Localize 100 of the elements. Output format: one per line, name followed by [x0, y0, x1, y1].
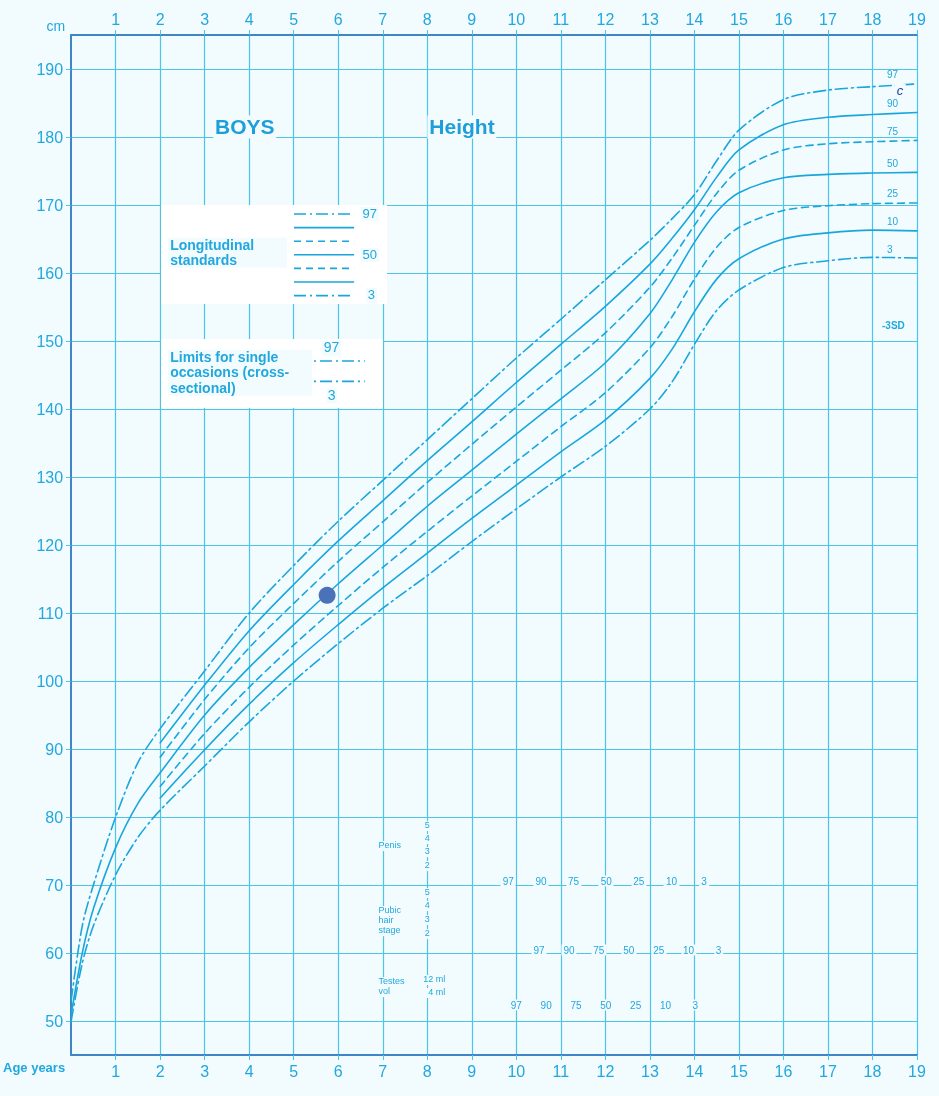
x-axis-title: Age years: [2, 1060, 66, 1075]
x2-tick-label: 11: [552, 10, 570, 28]
annotation: c: [894, 83, 906, 99]
y-tick-label: 130: [36, 468, 64, 486]
annotation: 3: [325, 387, 338, 404]
y-tick-label: 70: [45, 876, 64, 894]
x2-tick-label: 19: [908, 10, 926, 28]
annotation: 3: [690, 999, 701, 1011]
x-tick-label: 18: [863, 1062, 882, 1080]
annotation: 50: [887, 157, 899, 169]
annotation: 4: [422, 900, 432, 912]
y-axis-title: cm: [46, 18, 66, 34]
x2-tick-label: 4: [244, 10, 254, 28]
x-tick-label: 12: [596, 1062, 615, 1080]
annotation: 2: [422, 860, 432, 871]
x-tick-label: 13: [640, 1062, 659, 1080]
annotation: 25: [651, 944, 667, 956]
x2-tick-label: 8: [422, 10, 432, 28]
x-tick-label: 19: [908, 1062, 926, 1080]
annotation: 75: [568, 999, 584, 1011]
x2-tick-label: 14: [685, 10, 704, 28]
x2-tick-label: 9: [467, 10, 477, 28]
annotation: Testes vol: [376, 976, 417, 997]
annotation: 75: [566, 875, 582, 887]
annotation: 97: [508, 999, 524, 1011]
annotation: 4 ml: [426, 987, 448, 999]
x2-tick-label: 10: [507, 10, 526, 28]
annotation: Pubic hair stage: [376, 905, 411, 936]
y-tick-label: 100: [36, 672, 64, 690]
annotation: 25: [631, 875, 647, 887]
y-tick-label: 120: [36, 536, 64, 554]
annotation: 97: [500, 875, 516, 887]
x2-tick-label: 2: [155, 10, 165, 28]
annotation: 25: [628, 999, 644, 1011]
annotation: Penis: [376, 840, 404, 852]
x-tick-label: 6: [333, 1062, 343, 1080]
annotation: 4: [422, 832, 432, 844]
annotation: 10: [657, 999, 674, 1011]
legend-label: 50: [360, 246, 379, 262]
x-tick-label: 8: [422, 1062, 432, 1080]
annotation: 3: [422, 913, 432, 925]
x2-tick-label: 16: [774, 10, 793, 28]
annotation: 10: [663, 875, 680, 887]
y-tick-label: 180: [36, 128, 64, 146]
y-tick-label: 140: [36, 400, 64, 418]
x2-tick-label: 1: [111, 10, 121, 28]
x2-tick-label: 7: [378, 10, 388, 28]
x2-tick-label: 5: [289, 10, 299, 28]
legend-label: 3: [365, 287, 378, 303]
y-tick-label: 160: [36, 264, 64, 282]
annotation: 5: [422, 819, 432, 831]
x2-tick-label: 3: [200, 10, 210, 28]
y-tick-label: 170: [36, 196, 64, 214]
annotation: Longitudinal standards: [168, 236, 288, 268]
annotation: 50: [598, 875, 614, 887]
annotation: 90: [561, 944, 577, 956]
x-tick-label: 1: [111, 1062, 121, 1080]
annotation: 2: [422, 928, 432, 939]
x2-tick-label: 17: [819, 10, 837, 28]
x-tick-label: 10: [507, 1062, 526, 1080]
x2-tick-label: 6: [333, 10, 343, 28]
annotation: 97: [531, 944, 547, 956]
y-tick-label: 50: [45, 1012, 64, 1030]
series-label: 75: [887, 125, 899, 137]
x-tick-label: 5: [289, 1062, 299, 1080]
x-tick-label: 17: [819, 1062, 837, 1080]
x2-tick-label: 12: [596, 10, 615, 28]
annotation: 75: [591, 944, 607, 956]
annotation: 5: [422, 887, 432, 899]
y-tick-label: 150: [36, 332, 64, 350]
text: Height: [427, 115, 497, 139]
annotation: 50: [598, 999, 614, 1011]
x-tick-label: 9: [467, 1062, 477, 1080]
annotation: 50: [621, 944, 637, 956]
y-tick-label: 190: [36, 60, 64, 78]
annotation: 10: [681, 944, 697, 956]
series-label: 10: [887, 216, 899, 228]
series-label: 25: [887, 188, 899, 200]
annotation: -3SD: [879, 319, 907, 331]
annotation: 90: [538, 999, 554, 1011]
y-tick-label: 80: [45, 808, 64, 826]
x2-tick-label: 15: [730, 10, 748, 28]
annotation: 97: [321, 339, 342, 357]
annotation: Limits for single occasions (cross-sectional): [168, 348, 313, 397]
annotation: 90: [533, 875, 549, 887]
x2-tick-label: 13: [640, 10, 659, 28]
annotation: 3: [699, 875, 709, 887]
annotation: 97: [887, 69, 899, 81]
x-tick-label: 3: [200, 1062, 210, 1080]
series-label: 90: [887, 98, 899, 110]
x-tick-label: 2: [155, 1062, 165, 1080]
annotation: 3: [422, 845, 432, 857]
x2-tick-label: 18: [863, 10, 882, 28]
annotation: 12 ml: [421, 974, 448, 986]
text: BOYS: [213, 115, 277, 139]
legend-label: 97: [360, 205, 379, 221]
annotation: 3: [887, 243, 893, 255]
x-tick-label: 15: [730, 1062, 748, 1080]
y-tick-label: 90: [45, 740, 64, 758]
y-tick-label: 60: [45, 944, 64, 962]
